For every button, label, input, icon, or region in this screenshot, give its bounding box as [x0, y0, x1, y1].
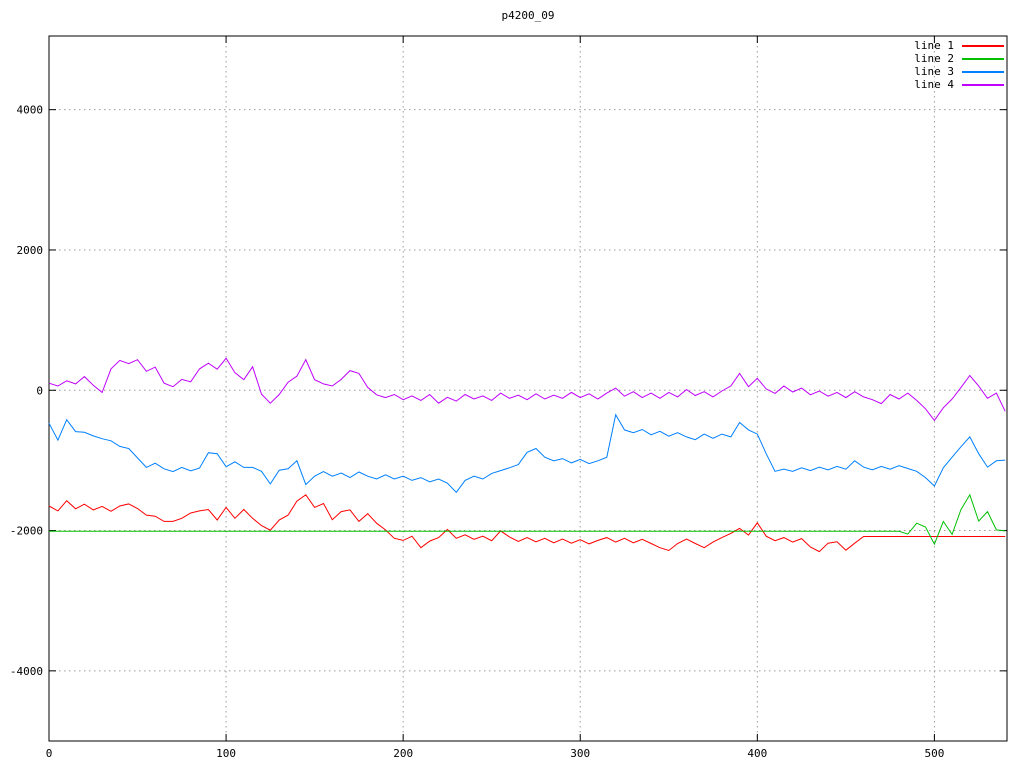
x-tick-label: 300: [570, 747, 590, 760]
legend: line 1 line 2 line 3 line 4: [914, 39, 1004, 91]
legend-line-sample: [962, 44, 1004, 47]
legend-line-sample: [962, 57, 1004, 60]
series-4-path: [48, 357, 1006, 422]
legend-row-3: line 3: [914, 65, 1004, 78]
series-1-path: [48, 494, 1006, 553]
series-3-path: [48, 413, 1006, 494]
y-tick-label: 4000: [17, 104, 44, 117]
legend-row-4: line 4: [914, 78, 1004, 91]
legend-label: line 2: [914, 52, 954, 65]
y-tick-label: -4000: [10, 665, 43, 678]
legend-line-sample: [962, 83, 1004, 86]
x-tick-label: 500: [924, 747, 944, 760]
x-tick-label: 200: [393, 747, 413, 760]
x-tick-label: 100: [216, 747, 236, 760]
legend-row-1: line 1: [914, 39, 1004, 52]
legend-label: line 3: [914, 65, 954, 78]
legend-row-2: line 2: [914, 52, 1004, 65]
legend-label: line 4: [914, 78, 954, 91]
legend-line-sample: [962, 70, 1004, 73]
y-tick-label: 2000: [17, 244, 44, 257]
plot-border: [48, 35, 1008, 742]
series-2-path: [49, 493, 1006, 546]
y-tick-label: -2000: [10, 525, 43, 538]
x-tick-label: 0: [46, 747, 53, 760]
chart-title: p4200_09: [501, 9, 555, 22]
x-tick-label: 400: [747, 747, 767, 760]
y-tick-label: 0: [36, 384, 43, 397]
legend-label: line 1: [914, 39, 954, 52]
